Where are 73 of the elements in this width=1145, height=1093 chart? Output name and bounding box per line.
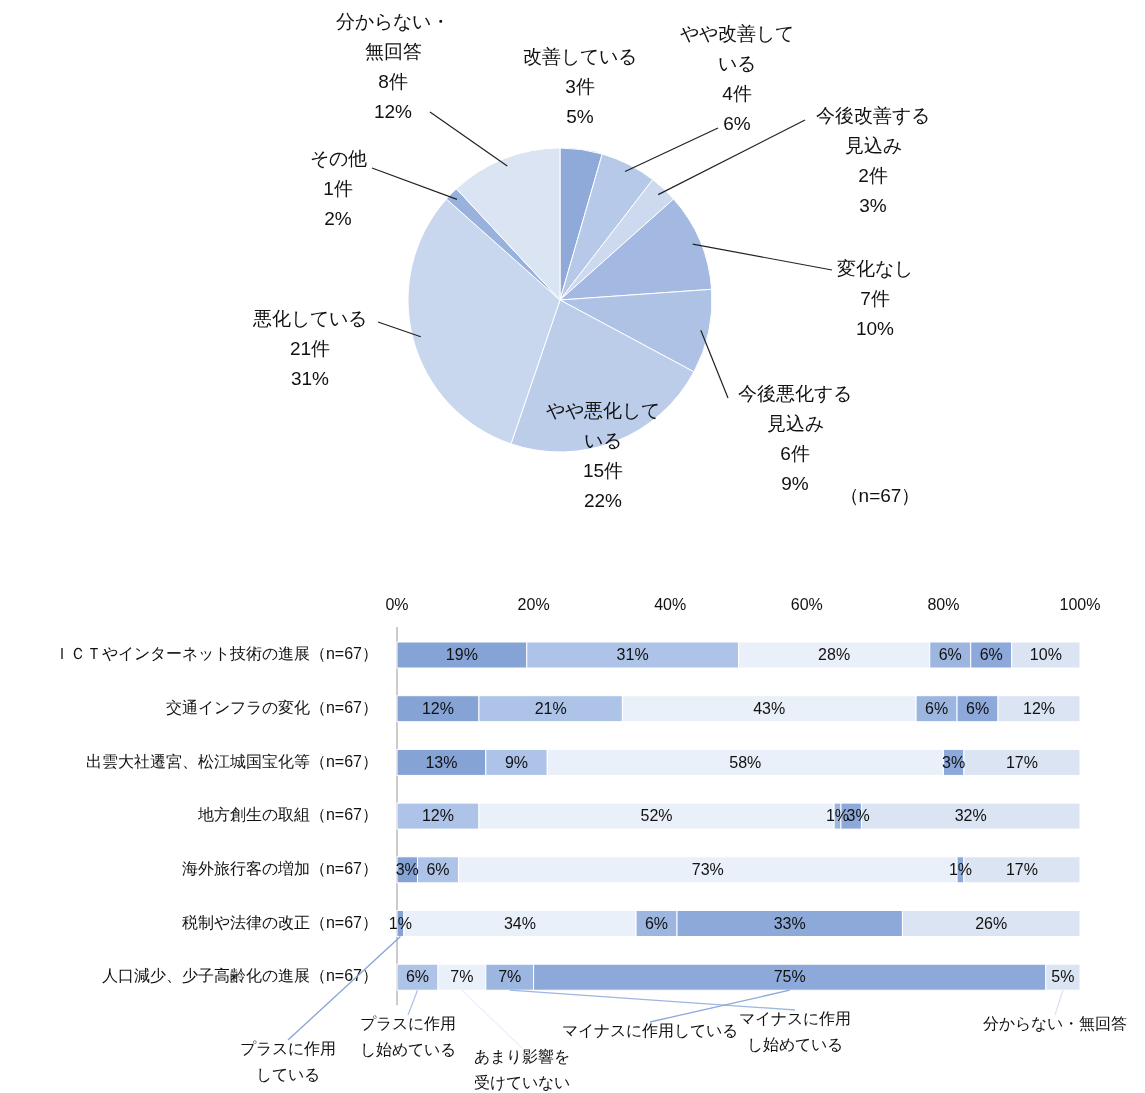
data-label: 52% — [640, 807, 673, 825]
data-label: 1% — [388, 914, 412, 932]
data-label: 58% — [729, 753, 762, 771]
data-label: 26% — [975, 914, 1008, 932]
data-label: 8件 12% — [373, 71, 413, 123]
data-label: 6% — [405, 968, 430, 986]
data-label: 19% — [445, 646, 478, 664]
data-label: 12% — [421, 699, 454, 717]
text: プラスに作用している — [240, 1040, 336, 1084]
data-label: 1% — [948, 861, 973, 879]
y-tick-label: 出雲大社遷宮、松江城国宝化等（n=67） — [85, 752, 378, 770]
data-label: 43% — [753, 699, 786, 717]
slice-label: 変化なし — [837, 258, 913, 280]
x-tick-label: 60% — [790, 596, 823, 614]
slice-label: 今後悪化する見込み — [738, 383, 852, 435]
y-tick-label: 海外旅行客の増加（n=67） — [181, 860, 378, 878]
slice-label: その他 — [309, 148, 367, 170]
y-tick-label: 税制や法律の改正（n=67） — [181, 913, 378, 931]
data-label: 7件 10% — [855, 288, 895, 340]
data-label: 34% — [503, 914, 536, 932]
data-label: 6% — [938, 646, 962, 664]
text: マイナスに作用し始めている — [739, 1010, 851, 1054]
data-label: 12% — [1023, 699, 1056, 717]
legend-label: プラスに作用し始めている — [360, 1015, 456, 1059]
y-tick-label: 人口減少、少子高齢化の進展（n=67） — [101, 967, 378, 985]
text: （n=67） — [839, 485, 921, 507]
data-label: 6% — [426, 861, 450, 879]
data-label: 15件 22% — [582, 460, 624, 512]
data-label: 73% — [691, 861, 724, 879]
slice-label: 改善している — [523, 46, 637, 68]
data-label: 17% — [1005, 861, 1038, 879]
data-label: 28% — [818, 646, 851, 664]
legend-label: 分からない・無回答 — [983, 1015, 1127, 1033]
data-label: 5% — [1051, 968, 1075, 986]
data-label: 21% — [534, 699, 567, 717]
data-label: 33% — [773, 914, 806, 932]
data-label: 6% — [979, 646, 1003, 664]
data-label: 12% — [421, 807, 454, 825]
series-label: マイナスに作用している — [562, 1022, 738, 1040]
data-label: 1% — [825, 807, 850, 825]
x-tick-label: 20% — [517, 596, 550, 614]
data-label: 6% — [644, 914, 669, 932]
x-tick-label: 0% — [385, 596, 409, 614]
data-label: 4件 6% — [722, 83, 752, 135]
x-tick-label: 40% — [654, 596, 687, 614]
data-label: 3件 5% — [565, 76, 595, 128]
slice-label: やや悪化している — [546, 400, 660, 452]
data-label: 1件 2% — [323, 178, 353, 230]
slice-label: 悪化している — [252, 308, 367, 330]
data-label: 6% — [925, 699, 949, 717]
data-label: 9% — [504, 753, 529, 771]
data-label: 17% — [1005, 753, 1038, 771]
data-label: 10% — [1029, 646, 1062, 664]
data-label: 3% — [942, 753, 966, 771]
text: あまり影響を受けていない — [474, 1048, 570, 1092]
data-label: 7% — [450, 968, 474, 986]
slice-label: 今後改善する見込み — [816, 105, 930, 157]
y-tick-label: 交通インフラの変化（n=67） — [165, 698, 378, 716]
data-label: 6件 9% — [780, 443, 810, 495]
data-label: 13% — [425, 753, 458, 771]
data-label: 7% — [498, 968, 522, 986]
y-tick-label: 地方創生の取組（n=67） — [196, 806, 378, 824]
data-label: 6% — [965, 699, 990, 717]
data-label: 31% — [616, 646, 649, 664]
data-label: 21件 31% — [289, 338, 331, 390]
x-tick-label: 80% — [927, 596, 960, 614]
slice-label: 分からない・無回答 — [336, 11, 450, 63]
data-label: 75% — [773, 968, 806, 986]
slice-label: やや改善している — [680, 23, 794, 75]
data-label: 32% — [954, 807, 987, 825]
data-label: 2件 3% — [858, 165, 888, 217]
y-tick-label: ＩＣＴやインターネット技術の進展（n=67） — [53, 645, 378, 663]
x-tick-label: 100% — [1059, 596, 1101, 614]
